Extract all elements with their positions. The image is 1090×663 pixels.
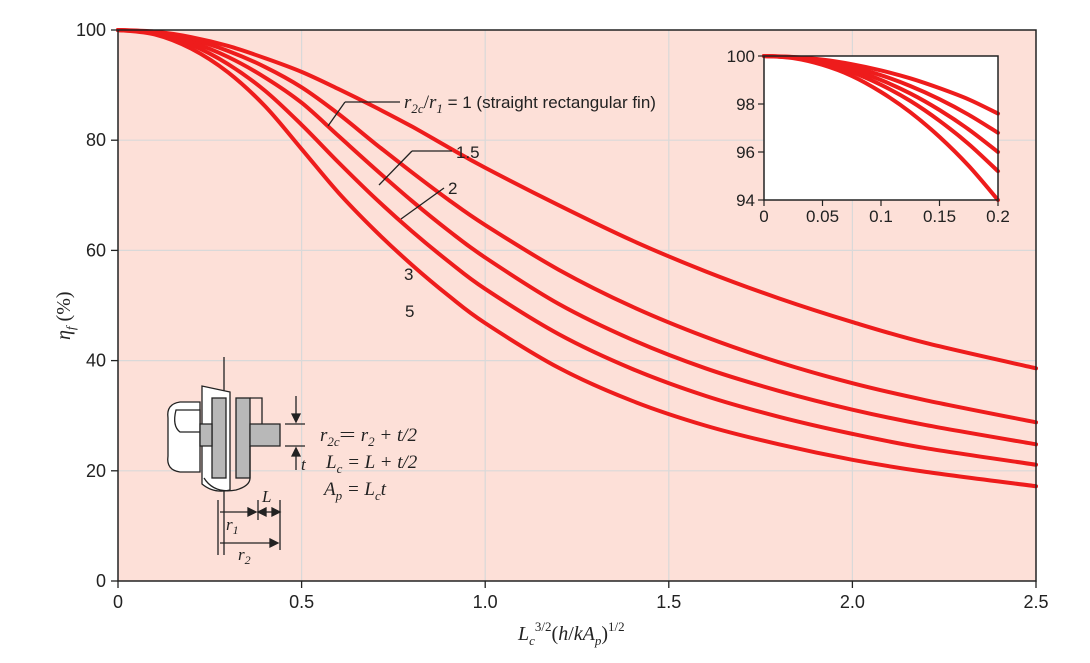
series-line-5: [116, 28, 1038, 489]
y-tick-label: 40: [86, 351, 106, 371]
x-tick-label: 0: [113, 592, 123, 612]
y-ticks: 0 20 40 60 80 100: [76, 20, 118, 591]
inset-x-tick-label: 0: [759, 207, 768, 226]
inset-y-tick-label: 94: [736, 191, 755, 210]
inset-background: [764, 56, 998, 200]
y-tick-label: 100: [76, 20, 106, 40]
diagram-labels: t L r1 r2 r2c= = r2 + t/2 Lc = L + t/2 A…: [226, 425, 418, 567]
series1-label: r2c/r1 = 1 (straight rectangular fin): [404, 92, 656, 116]
curve-labels: r2c/r1 = 1 (straight rectangular fin) 1.…: [327, 92, 656, 321]
x-ticks: 0 0.5 1.0 1.5 2.0 2.5: [113, 581, 1049, 612]
inset-x-tick-label: 0.05: [806, 207, 839, 226]
inset-x-tick-label: 0.2: [986, 207, 1010, 226]
y-tick-label: 20: [86, 461, 106, 481]
series3-label: 2: [448, 179, 457, 198]
annular-fin-diagram: [167, 357, 305, 555]
inset-x-tick-label: 0.1: [869, 207, 893, 226]
y-tick-label: 60: [86, 240, 106, 260]
dim-r2: r2: [238, 545, 251, 567]
inset-y-tick-label: 98: [736, 95, 755, 114]
y-tick-label: 80: [86, 130, 106, 150]
series-line-4: [116, 28, 1038, 467]
x-tick-label: 0.5: [289, 592, 314, 612]
inset-x-ticks: 0 0.05 0.1 0.15 0.2: [759, 200, 1010, 226]
series-line-2: [116, 28, 1038, 425]
plot-frame: [117, 29, 1037, 582]
x-tick-label: 1.0: [473, 592, 498, 612]
inset-y-tick-label: 100: [727, 47, 755, 66]
y-tick-label: 0: [96, 571, 106, 591]
series2-label: 1.5: [456, 143, 480, 162]
inset-y-ticks: 94 96 98 100: [727, 47, 764, 210]
inset-series-line-5: [762, 54, 1000, 202]
dim-t-top: t: [301, 455, 307, 474]
x-tick-label: 1.5: [656, 592, 681, 612]
series5-label: 5: [405, 302, 414, 321]
x-tick-label: 2.5: [1023, 592, 1048, 612]
inset-x-tick-label: 0.15: [923, 207, 956, 226]
equation-Lc: Lc = L + t/2: [325, 452, 418, 476]
y-axis-label: ηf (%): [53, 291, 78, 340]
x-tick-label: 2.0: [840, 592, 865, 612]
dim-r1: r1: [226, 515, 239, 537]
inset-y-tick-label: 96: [736, 143, 755, 162]
inset-curves: [762, 54, 1000, 202]
curves: [116, 28, 1038, 489]
inset-chart: 0 0.05 0.1 0.15 0.2 94 96 98 100: [727, 47, 1010, 226]
x-axis-label: Lc3/2(h/kAp)1/2: [517, 619, 625, 648]
series4-label: 3: [404, 265, 413, 284]
dim-L: L: [261, 487, 271, 506]
equation-r2c: r2c= = r2 + t/2: [320, 425, 418, 449]
series-line-1: [116, 28, 1038, 371]
equation-Ap: Ap = Lct: [322, 479, 387, 503]
series-line-3: [116, 28, 1038, 447]
